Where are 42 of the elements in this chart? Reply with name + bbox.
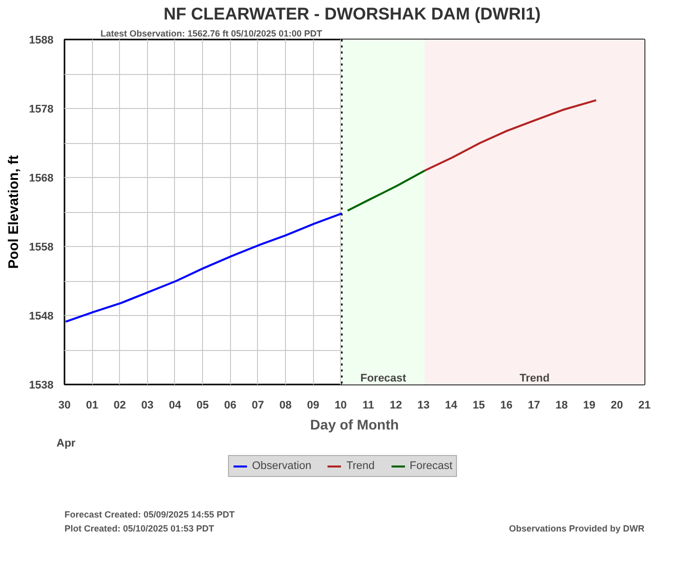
x-tick-label: 04 [168,400,182,412]
y-axis-title: Pool Elevation, ft [5,154,22,269]
chart-title: NF CLEARWATER - DWORSHAK DAM (DWRI1) [164,4,541,24]
y-tick-label: 1558 [29,242,54,254]
x-tick-label: 13 [417,400,430,412]
y-tick-label: 1578 [29,104,54,116]
x-tick-label: 02 [114,400,126,412]
legend-label: Forecast [410,460,452,472]
line-series [64,212,343,323]
text: Apr [56,438,76,450]
x-tick-label: 15 [472,400,485,412]
x-tick-label: 11 [362,400,374,412]
x-tick-label: 05 [196,400,209,412]
x-tick-label: 12 [390,400,402,412]
x-tick-label: 14 [445,400,458,412]
y-tick-label: 1588 [29,34,54,46]
legend-label: Observation [252,460,312,472]
legend-label: Trend [346,460,375,472]
chart-subtitle: Latest Observation: 1562.76 ft 05/10/2025 01:00 PDT [100,28,323,38]
x-tick-label: 17 [528,400,540,412]
x-tick-label: 08 [279,400,292,412]
text: Observations Provided by DWR [508,524,645,534]
text: Forecast Created: 05/09/2025 14:55 PDT [64,510,236,520]
x-tick-label: 10 [334,400,347,412]
x-tick-label: 30 [58,400,71,412]
text: Plot Created: 05/10/2025 01:53 PDT [64,524,215,534]
x-axis-title: Day of Month [310,416,399,432]
y-tick-label: 1538 [29,380,54,392]
x-tick-label: 20 [610,400,624,412]
x-tick-label: 21 [638,400,651,412]
x-tick-label: 06 [224,400,236,412]
x-tick-label: 19 [583,400,596,412]
x-tick-label: 09 [306,400,320,412]
x-tick-label: 01 [86,400,98,412]
x-tick-label: 07 [252,400,264,412]
x-tick-label: 03 [141,400,154,412]
y-tick-label: 1548 [29,310,54,322]
y-tick-label: 1568 [29,172,54,184]
x-tick-label: 18 [556,400,568,412]
band-label: Forecast [360,372,407,384]
band-label: Trend [520,372,550,384]
x-tick-label: 16 [500,400,513,412]
